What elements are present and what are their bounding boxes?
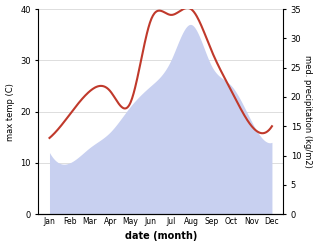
Y-axis label: max temp (C): max temp (C)	[5, 83, 15, 141]
Y-axis label: med. precipitation (kg/m2): med. precipitation (kg/m2)	[303, 55, 313, 168]
X-axis label: date (month): date (month)	[125, 231, 197, 242]
